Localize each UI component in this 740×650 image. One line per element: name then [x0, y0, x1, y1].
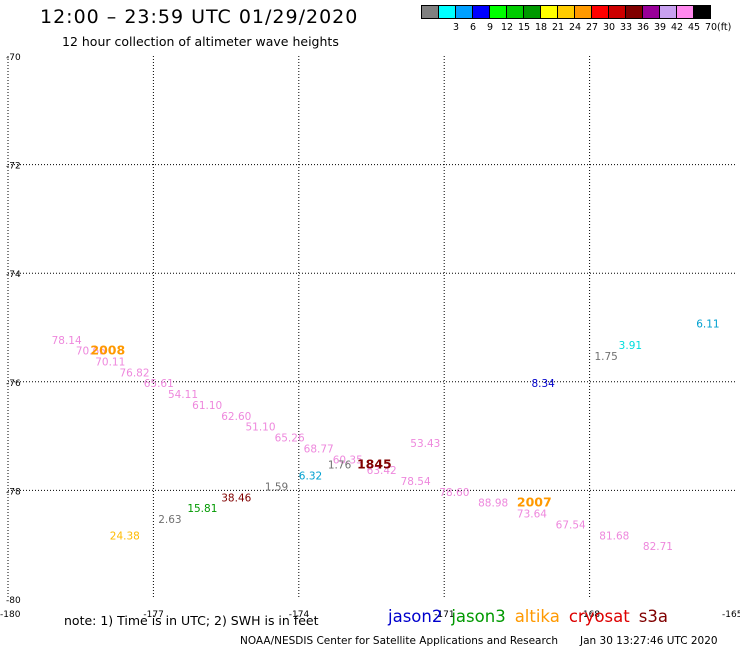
legend-label: 33	[620, 22, 633, 33]
legend-swatch	[540, 5, 558, 19]
legend-label: 36	[637, 22, 650, 33]
wave-height-value: 62.60	[221, 411, 251, 423]
wave-height-value: 67.54	[556, 519, 586, 531]
satellite-cryosat: cryosat	[568, 607, 630, 626]
legend-label: 42	[671, 22, 684, 33]
wave-height-value: 24.38	[110, 530, 140, 542]
longitude-tick-label: -174	[289, 610, 310, 620]
color-legend-labels: 3 6 9 12 15 18 21 24 27 30 33 36 39 42 45 70 (ft)	[422, 22, 740, 34]
legend-label: 18	[535, 22, 548, 33]
legend-label: 12	[501, 22, 514, 33]
page-title: 12:00 – 23:59 UTC 01/29/2020	[40, 6, 359, 28]
wave-height-value: 60.35	[333, 454, 363, 466]
wave-height-value: 73.64	[517, 509, 547, 521]
legend-swatch	[574, 5, 592, 19]
legend-swatch	[421, 5, 439, 19]
latitude-tick-label: -76	[6, 379, 21, 389]
legend-label: 21	[552, 22, 565, 33]
legend-swatch	[591, 5, 609, 19]
legend-swatch	[438, 5, 456, 19]
legend-label: 9	[487, 22, 494, 33]
legend-label: 3	[453, 22, 460, 33]
wave-height-value: 65.26	[275, 433, 305, 445]
legend-label: 70	[705, 22, 718, 33]
latitude-tick-label: -78	[6, 487, 21, 497]
legend-label: 6	[470, 22, 477, 33]
wave-height-value: 38.46	[221, 492, 251, 504]
legend-units: (ft)	[717, 22, 732, 33]
legend-swatch	[608, 5, 626, 19]
footnote: note: 1) Time is in UTC; 2) SWH is in fe…	[64, 613, 319, 628]
longitude-tick-label: -177	[143, 610, 163, 620]
wave-height-value: 3.91	[619, 340, 642, 352]
wave-height-value: 8.34	[531, 378, 555, 390]
wave-height-value: 78.60	[439, 487, 469, 499]
legend-swatch	[455, 5, 473, 19]
longitude-tick-label: -171	[434, 610, 454, 620]
wave-height-value: 88.98	[478, 498, 508, 510]
wave-height-value: 65.61	[144, 378, 174, 390]
latitude-tick-label: -74	[6, 270, 21, 280]
legend-label: 24	[569, 22, 582, 33]
legend-swatch	[506, 5, 524, 19]
wave-height-value: 1.76	[328, 460, 352, 472]
latitude-tick-label: -72	[6, 162, 21, 172]
latitude-tick-label: -70	[6, 53, 21, 63]
wave-height-value: 51.10	[245, 422, 275, 434]
wave-height-value: 68.77	[304, 443, 334, 455]
wave-height-value: 6.11	[696, 319, 719, 331]
wave-height-value: 2.63	[158, 514, 181, 526]
wave-height-value: 70.65	[76, 346, 106, 358]
satellite-s3a: s3a	[638, 607, 668, 626]
legend-label: 45	[688, 22, 701, 33]
legend-swatch	[625, 5, 643, 19]
satellite-altika: altika	[514, 607, 560, 626]
longitude-tick-label: -168	[580, 610, 601, 620]
wave-height-value: 81.68	[599, 530, 629, 542]
longitude-tick-label: -165	[722, 610, 740, 620]
latitude-tick-label: -80	[6, 596, 21, 606]
wave-height-value: 1.59	[265, 481, 288, 493]
legend-swatch	[659, 5, 677, 19]
pass-time-label: 2008	[90, 343, 125, 358]
legend-label: 15	[518, 22, 531, 33]
pass-time-label: 2007	[517, 495, 552, 510]
color-legend	[421, 5, 711, 19]
legend-swatch	[472, 5, 490, 19]
legend-swatch	[523, 5, 541, 19]
wave-height-value: 6.32	[299, 471, 322, 483]
legend-label: 27	[586, 22, 599, 33]
wave-height-value: 1.75	[594, 351, 617, 363]
legend-label: 30	[603, 22, 616, 33]
wave-height-value: 82.71	[643, 541, 673, 553]
satellite-jason2: jason2	[388, 607, 443, 626]
legend-swatch	[693, 5, 711, 19]
longitude-tick-label: -180	[0, 610, 21, 620]
satellite-jason3: jason3	[451, 607, 506, 626]
wave-height-value: 78.54	[401, 476, 431, 488]
wave-height-value: 15.81	[187, 503, 217, 515]
page-subtitle: 12 hour collection of altimeter wave hei…	[62, 34, 339, 49]
legend-swatch	[489, 5, 507, 19]
credit-line: NOAA/NESDIS Center for Satellite Applica…	[240, 635, 558, 647]
legend-swatch	[676, 5, 694, 19]
wave-height-value: 61.10	[192, 400, 222, 412]
wave-height-value: 54.11	[168, 389, 198, 401]
generated-timestamp: Jan 30 13:27:46 UTC 2020	[580, 635, 718, 647]
legend-label: 39	[654, 22, 667, 33]
wave-height-value: 78.14	[52, 335, 82, 347]
pass-time-label: 1845	[357, 457, 392, 472]
legend-swatch	[642, 5, 660, 19]
wave-height-value: 63.42	[367, 465, 397, 477]
satellite-key: jason2 jason3 altika cryosat s3a	[388, 607, 677, 626]
wave-height-value: 76.82	[119, 367, 149, 379]
wave-height-value: 53.43	[410, 438, 440, 450]
legend-swatch	[557, 5, 575, 19]
wave-height-value: 70.11	[95, 357, 125, 369]
